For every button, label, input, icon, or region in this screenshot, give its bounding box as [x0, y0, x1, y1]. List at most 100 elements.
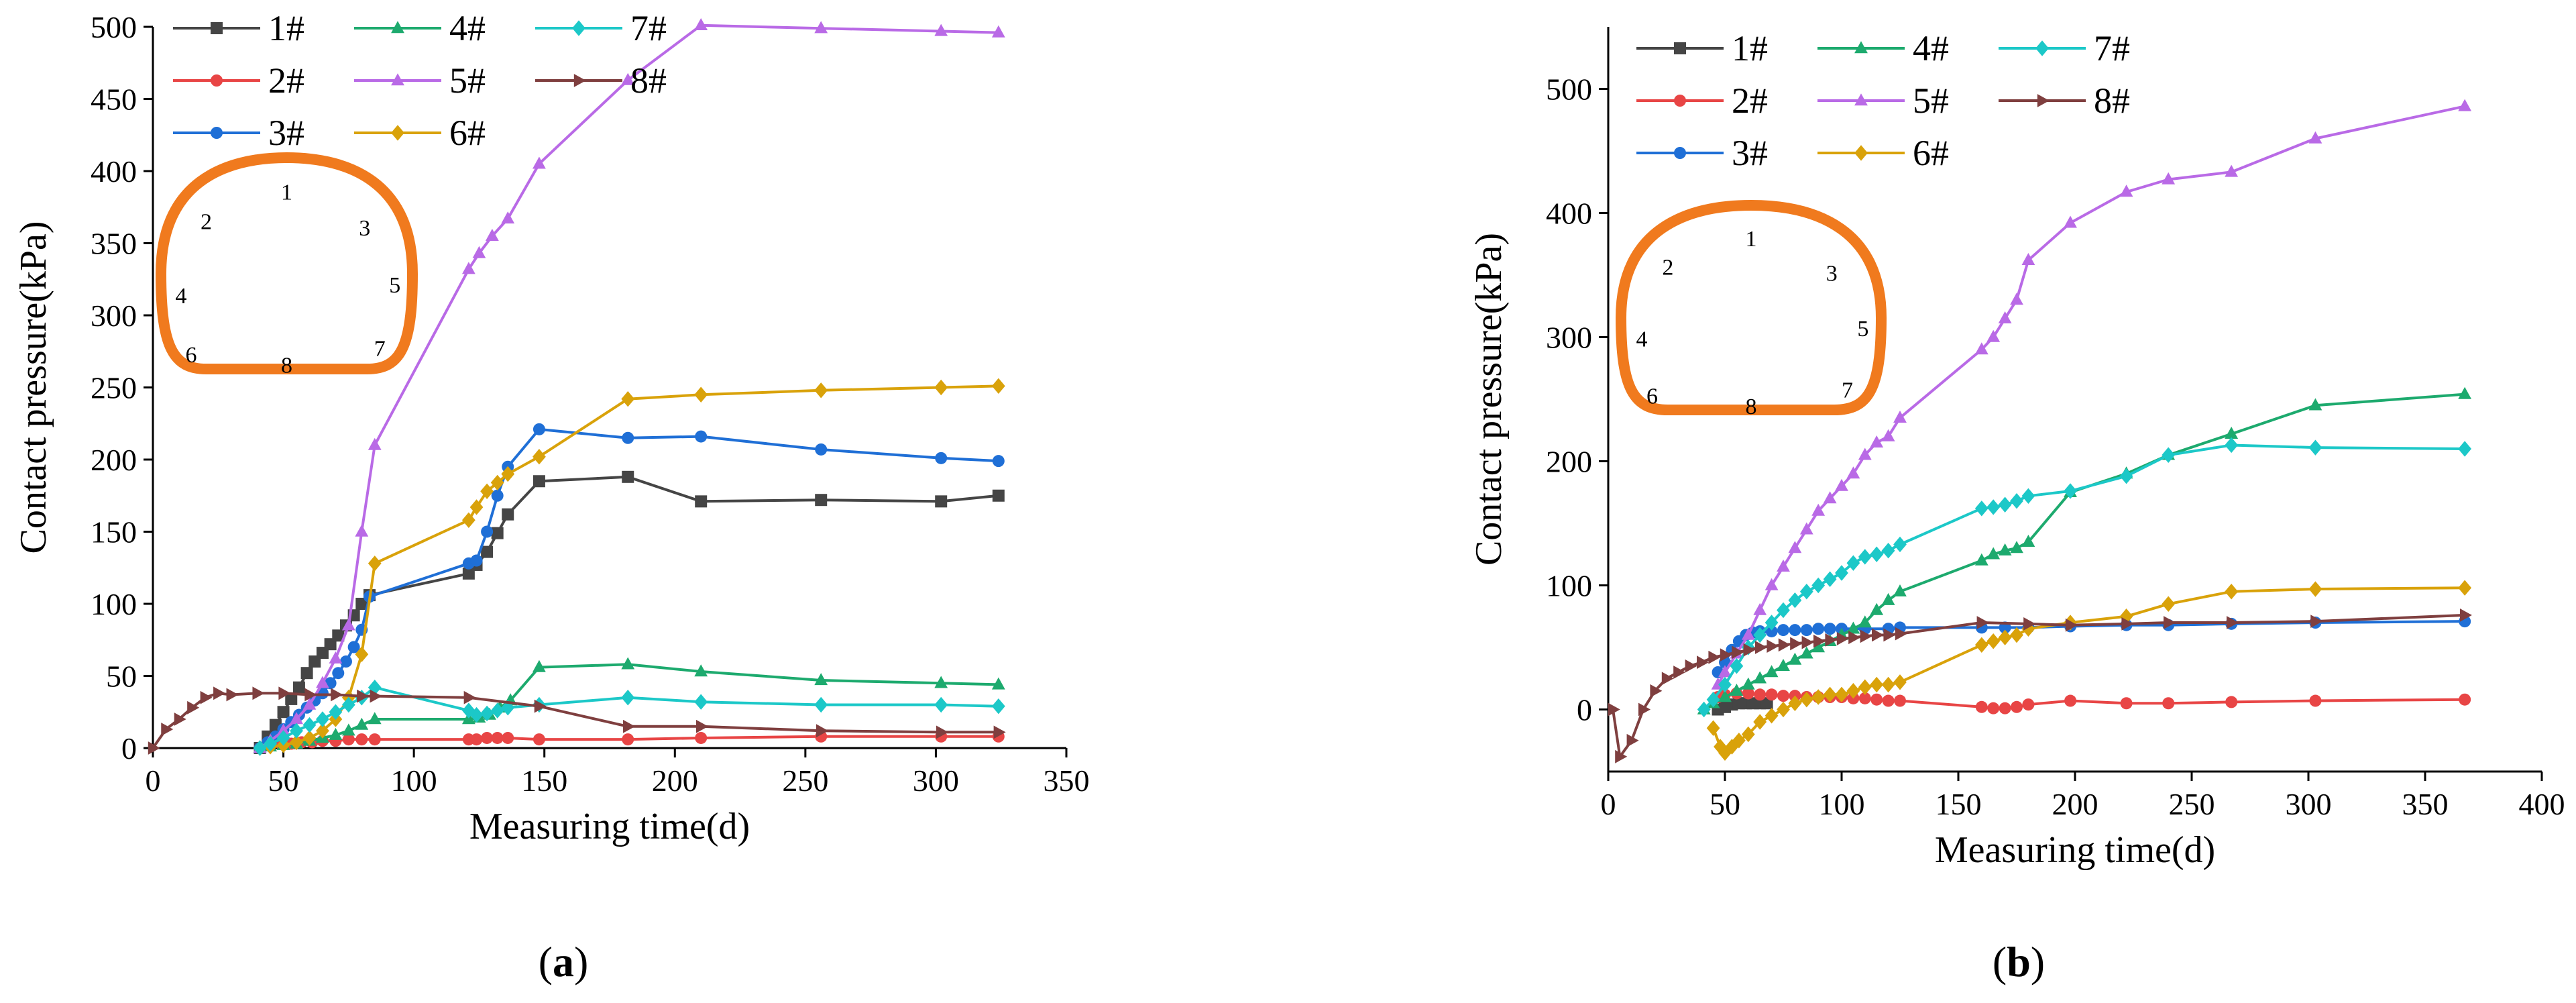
panel-b-inset-point-label: 2 [1662, 256, 1673, 280]
panel-a-data-point [292, 681, 305, 694]
panel-b-series-2 [1712, 687, 2471, 715]
panel-b-data-point [2225, 584, 2239, 600]
panel-a-data-point [161, 723, 174, 736]
panel-b-y-tick-label: 300 [1546, 321, 1592, 355]
panel-b-inset-point-label: 8 [1746, 394, 1757, 419]
panel-b-legend-label: 4# [1913, 28, 1949, 68]
panel-b-data-point [2021, 488, 2035, 504]
panel-a-data-point [304, 688, 317, 702]
panel-a-data-point [936, 725, 949, 739]
panel-b-x-tick-label: 100 [1819, 787, 1865, 821]
panel-a-data-point [533, 423, 545, 435]
panel-b-data-point [1811, 503, 1826, 516]
panel-a-data-point [502, 731, 514, 744]
panel-a-data-point [935, 452, 948, 464]
panel-b-data-point [1718, 676, 1732, 693]
panel-b-legend-swatch-marker [1854, 41, 1868, 54]
panel-b-data-point [1870, 676, 1884, 693]
panel-b-data-point [2064, 694, 2077, 707]
panel-a-data-point [472, 246, 486, 258]
panel-b-data-point [1895, 627, 1907, 641]
panel-a-inset-point-label: 6 [186, 343, 197, 368]
panel-b-series-5 [1711, 99, 2472, 690]
panel-b-data-point [2010, 541, 2023, 553]
panel-b-data-point [1998, 543, 2012, 556]
panel-a-legend-entry: 3# [173, 113, 304, 153]
panel-b-data-point [1661, 672, 1674, 686]
panel-a-data-point [533, 659, 546, 672]
panel-b-data-point [2459, 609, 2472, 622]
panel-a-legend-label: 4# [449, 8, 486, 48]
panel-a-data-point [290, 723, 303, 739]
panel-a-y-tick-label: 0 [121, 731, 137, 766]
panel-b-data-point [1824, 623, 1836, 635]
panel-a-data-point [341, 696, 355, 713]
panel-b-data-point [1894, 694, 1906, 707]
panel-a-data-point [264, 735, 278, 752]
panel-a-data-point [226, 688, 239, 702]
panel-b-data-point [1706, 720, 1720, 736]
chart-panel-a: 0 50 100 150 200 250 300 3500501001502002503003… [13, 8, 1090, 986]
panel-a-data-point [814, 21, 828, 34]
panel-b-legend-label: 7# [2094, 28, 2130, 68]
panel-b-data-point [1987, 702, 2000, 715]
panel-a-data-point [342, 733, 355, 746]
panel-b-data-point [1777, 658, 1790, 671]
panel-a-data-point [992, 489, 1005, 502]
panel-b-legend-swatch-marker [1674, 147, 1686, 159]
panel-a-data-point [490, 702, 504, 719]
panel-a-data-point [461, 702, 475, 719]
panel-a-data-point [694, 694, 708, 710]
panel-b-data-point [1788, 541, 1802, 553]
panel-b-data-point [1835, 478, 1848, 491]
panel-a-data-point [368, 712, 382, 725]
panel-b-inset-point-label: 7 [1842, 378, 1853, 403]
panel-a-data-point [696, 719, 708, 733]
panel-a-legend-label: 2# [268, 60, 304, 101]
panel-b-inset-point-label: 6 [1646, 384, 1658, 409]
panel-b-data-point [1825, 633, 1838, 647]
panel-b-data-point [1860, 629, 1872, 643]
panel-a-data-point [470, 554, 483, 567]
panel-b-data-point [1858, 679, 1872, 695]
panel-a-data-point [187, 700, 200, 715]
panel-a-legend: 1# 2# 3# 4# 5# 6# 7# 8# [173, 8, 667, 153]
panel-b-data-point [1858, 692, 1871, 704]
panel-b-data-point [1823, 686, 1837, 702]
panel-b-data-point [2022, 698, 2035, 711]
panel-b-x-tick-label: 400 [2519, 787, 2565, 821]
panel-a-x-tick-label: 0 [146, 763, 161, 798]
panel-b-series-6 [1706, 580, 2472, 761]
panel-b-legend-entry: 2# [1636, 81, 1768, 121]
panel-a-legend-entry: 2# [173, 60, 304, 101]
panel-a-tunnel-inset: 1 2 3 4 5 6 7 8 [155, 152, 418, 378]
panel-b-data-point [2458, 386, 2472, 399]
panel-b-data-point [1789, 624, 1801, 637]
panel-b-y-tick-label: 200 [1546, 445, 1592, 479]
panel-a-data-point [814, 696, 828, 713]
panel-b-data-point [1718, 690, 1732, 702]
panel-a-legend-entry: 6# [354, 113, 486, 153]
panel-b-data-point [1799, 692, 1813, 708]
panel-a-data-point [461, 262, 475, 274]
panel-b-y-tick-label: 500 [1546, 72, 1592, 107]
panel-b-data-point [1730, 683, 1744, 696]
panel-b-data-point [1799, 646, 1813, 659]
panel-b-inset-point-label: 5 [1857, 317, 1868, 341]
panel-b-series-line [1703, 392, 2465, 711]
panel-a-data-point [533, 733, 545, 746]
panel-b-data-point [1986, 633, 2001, 649]
panel-a-data-point [694, 386, 708, 403]
panel-a-y-tick-label: 350 [91, 227, 137, 261]
panel-a-data-point [621, 72, 635, 85]
panel-a-data-point [461, 512, 475, 528]
panel-a-data-point [501, 211, 515, 224]
panel-a-x-tick-label: 300 [913, 763, 959, 798]
panel-b-data-point [1846, 621, 1860, 634]
panel-a-legend-swatch-marker [572, 20, 585, 36]
panel-b-data-point [1882, 694, 1895, 707]
panel-b-data-point [1812, 623, 1825, 635]
panel-b-data-point [2120, 697, 2133, 710]
panel-a-data-point [368, 556, 382, 572]
